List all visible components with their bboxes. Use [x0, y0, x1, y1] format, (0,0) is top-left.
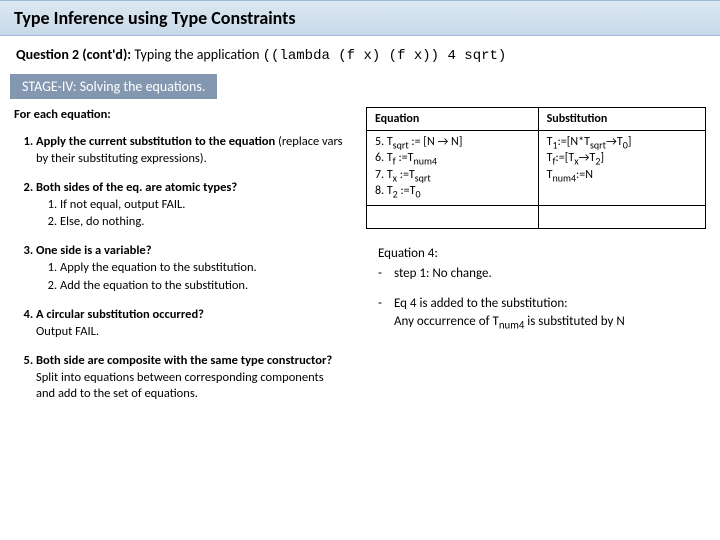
- notes-l1: step 1: No change.: [394, 265, 492, 283]
- table-row: 5. Tsqrt := [N → N]6. Tf :=Tnum47. Tx :=…: [367, 131, 706, 206]
- steps-list: Apply the current substitution to the eq…: [36, 134, 344, 403]
- sub-cell: T1:=[N*Tsqrt→T0]Tf:=[Tx→T2]Tnum4:=N: [538, 131, 705, 206]
- notes-l2: Eq 4 is added to the substitution:: [394, 296, 568, 311]
- step-body: Output FAIL.: [36, 324, 99, 339]
- list-item: If not equal, output FAIL.: [60, 197, 344, 214]
- step-head: Apply the current substitution to the eq…: [36, 134, 275, 149]
- list-item: Apply the equation to the substitution.: [60, 260, 344, 277]
- col-substitution: Substitution: [538, 108, 705, 131]
- step-head: One side is a variable?: [36, 243, 152, 258]
- inner-list: If not equal, output FAIL. Else, do noth…: [60, 197, 344, 232]
- col-equation: Equation: [367, 108, 539, 131]
- notes-l3: Any occurrence of Tnum4 is substituted b…: [394, 314, 625, 329]
- sub-cell-empty: [538, 205, 705, 228]
- left-panel: For each equation: Apply the current sub…: [14, 107, 344, 415]
- question-code: ((lambda (f x) (f x)) 4 sqrt): [263, 48, 507, 64]
- list-item: Add the equation to the substitution.: [60, 278, 344, 295]
- for-each-equation: For each equation:: [14, 107, 344, 124]
- stage-bar: STAGE-IV: Solving the equations.: [10, 74, 217, 99]
- list-item: Else, do nothing.: [60, 214, 344, 231]
- list-item: One side is a variable? Apply the equati…: [36, 243, 344, 295]
- dash-icon: -: [378, 265, 394, 283]
- notes-header: Equation 4:: [378, 245, 706, 263]
- list-item: A circular substitution occurred? Output…: [36, 307, 344, 341]
- list-item: Both side are composite with the same ty…: [36, 353, 344, 404]
- step-head: Both sides of the eq. are atomic types?: [36, 180, 237, 195]
- question-row: Question 2 (cont'd): Typing the applicat…: [0, 36, 720, 72]
- question-label: Question 2 (cont'd):: [16, 46, 131, 63]
- list-item: Apply the current substitution to the eq…: [36, 134, 344, 168]
- notes-line: - step 1: No change.: [378, 265, 706, 283]
- list-item: Both sides of the eq. are atomic types? …: [36, 180, 344, 232]
- inner-list: Apply the equation to the substitution. …: [60, 260, 344, 295]
- question-text: Typing the application: [134, 46, 262, 63]
- step-head: Both side are composite with the same ty…: [36, 353, 332, 368]
- eq-cell-empty: [367, 205, 539, 228]
- content: For each equation: Apply the current sub…: [0, 99, 720, 415]
- notes-line: - Eq 4 is added to the substitution: Any…: [378, 295, 706, 333]
- page-title: Type Inference using Type Constraints: [14, 7, 296, 29]
- table-row: Equation Substitution: [367, 108, 706, 131]
- step-head: A circular substitution occurred?: [36, 307, 204, 322]
- table-row: [367, 205, 706, 228]
- dash-icon: -: [378, 295, 394, 333]
- title-bar: Type Inference using Type Constraints: [0, 0, 720, 36]
- stage-label: STAGE-IV: Solving the equations.: [22, 78, 205, 95]
- notes: Equation 4: - step 1: No change. - Eq 4 …: [366, 245, 706, 333]
- step-body: Split into equations between correspondi…: [36, 370, 324, 402]
- eq-cell: 5. Tsqrt := [N → N]6. Tf :=Tnum47. Tx :=…: [367, 131, 539, 206]
- equation-table: Equation Substitution 5. Tsqrt := [N → N…: [366, 107, 706, 229]
- right-panel: Equation Substitution 5. Tsqrt := [N → N…: [344, 107, 706, 415]
